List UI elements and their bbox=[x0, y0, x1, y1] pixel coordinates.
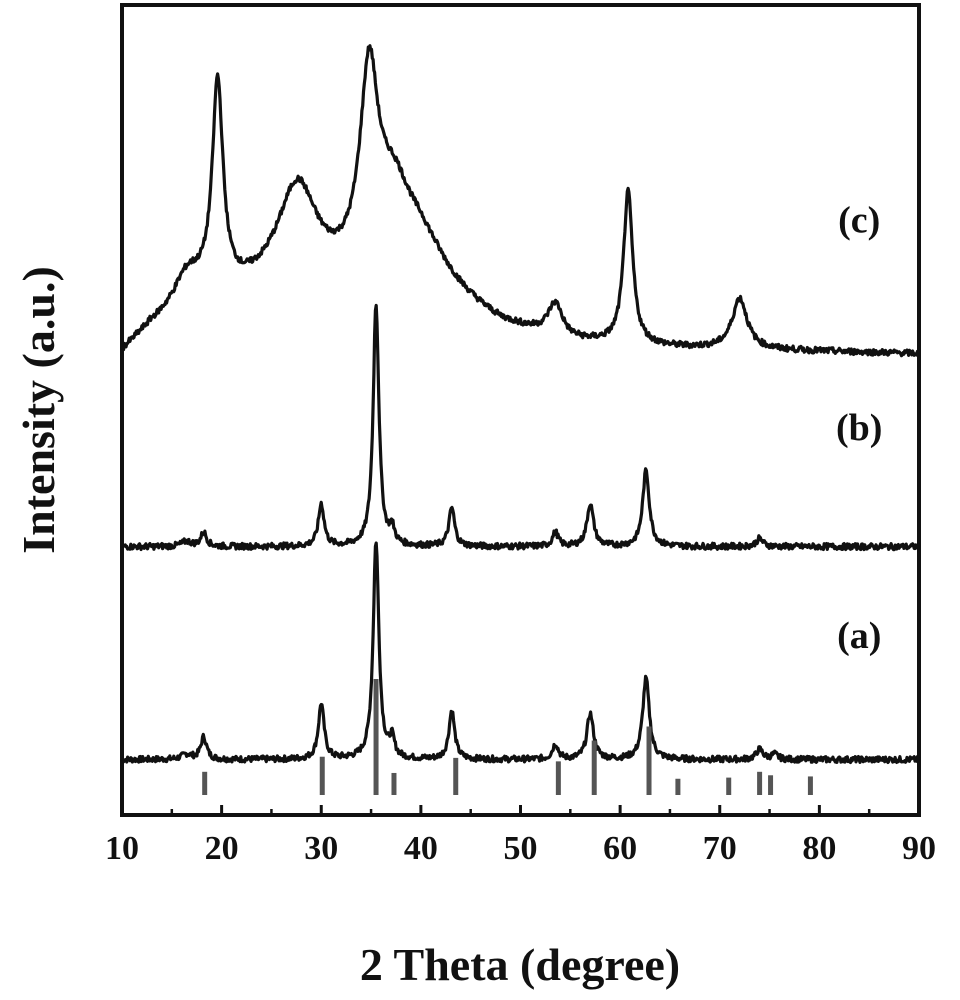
x-tick-label: 50 bbox=[504, 830, 538, 867]
x-axis-title: 2 Theta (degree) bbox=[360, 939, 680, 990]
series-label: (c) bbox=[838, 199, 880, 241]
y-axis-title: Intensity (a.u.) bbox=[13, 266, 64, 554]
x-tick-label: 10 bbox=[105, 830, 139, 867]
series-line-a bbox=[121, 541, 921, 765]
x-tick-label: 60 bbox=[603, 830, 637, 867]
series-label: (b) bbox=[836, 407, 882, 449]
plot-frame bbox=[120, 3, 921, 817]
x-tick-label: 80 bbox=[802, 830, 836, 867]
reference-pattern bbox=[202, 679, 813, 795]
series-group bbox=[120, 44, 921, 765]
series-line-c bbox=[120, 44, 920, 358]
x-axis-ticks: 10 20 30 40 50 60 70 80 90 bbox=[105, 805, 936, 867]
x-tick-label: 20 bbox=[205, 830, 239, 867]
series-line-b bbox=[120, 303, 921, 552]
x-tick-label: 70 bbox=[703, 830, 737, 867]
x-tick-label: 40 bbox=[404, 830, 438, 867]
x-tick-label: 30 bbox=[304, 830, 338, 867]
x-tick-label: 90 bbox=[902, 830, 936, 867]
series-label: (a) bbox=[837, 615, 881, 657]
series-labels: (a) (b) (c) bbox=[836, 199, 882, 657]
